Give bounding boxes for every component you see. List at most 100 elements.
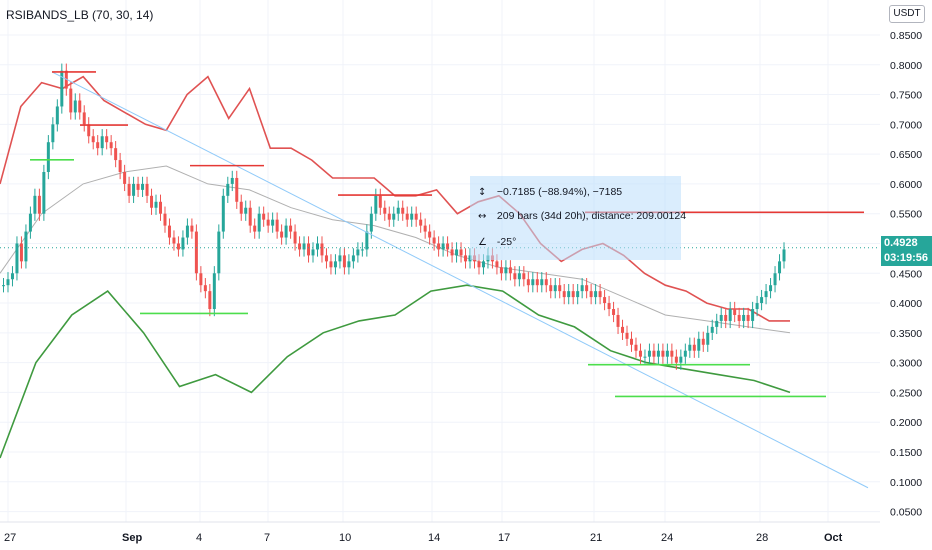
- y-tick-label: 0.5500: [890, 209, 922, 221]
- candle-body: [10, 273, 14, 280]
- candle-body: [508, 267, 512, 274]
- last-price-badge: 0.4928: [881, 236, 932, 251]
- candle-body: [159, 201, 162, 214]
- candle-body: [396, 207, 400, 214]
- candle-body: [728, 309, 732, 321]
- measure-price-change: −0.7185 (−88.94%), −7185: [496, 186, 623, 198]
- x-tick-label: 14: [428, 532, 440, 544]
- candle-body: [136, 183, 140, 190]
- candle-body: [652, 350, 656, 357]
- candle-body: [351, 255, 355, 262]
- candle-body: [96, 142, 100, 149]
- candle-body: [540, 279, 544, 286]
- candlesticks: [2, 63, 786, 370]
- horizontal-levels: [0, 71, 880, 489]
- candle-body: [612, 309, 616, 315]
- trend-line: [51, 71, 869, 489]
- candle-body: [621, 326, 625, 333]
- candle-body: [235, 177, 239, 202]
- candle-body: [571, 291, 575, 298]
- candle-body: [275, 219, 279, 232]
- candle-body: [665, 350, 669, 357]
- candle-body: [773, 273, 777, 286]
- candle-body: [674, 356, 678, 363]
- candle-body: [428, 231, 432, 238]
- candle-body: [132, 183, 136, 196]
- candle-body: [176, 243, 180, 250]
- candle-body: [284, 225, 288, 238]
- measure-angle-row: ∠ -25°: [478, 234, 516, 250]
- candle-body: [307, 243, 311, 256]
- candle-body: [437, 243, 441, 250]
- candle-body: [69, 88, 73, 113]
- candle-body: [647, 350, 651, 357]
- candle-body: [481, 261, 485, 268]
- candle-body: [410, 213, 414, 220]
- candle-body: [145, 183, 149, 196]
- candle-body: [701, 338, 705, 345]
- candle-body: [217, 231, 221, 274]
- candle-body: [526, 279, 530, 286]
- candle-body: [513, 273, 517, 280]
- candle-body: [504, 267, 508, 274]
- candle-body: [6, 279, 10, 286]
- candle-body: [91, 136, 95, 143]
- candle-body: [692, 344, 696, 351]
- candle-body: [737, 314, 741, 321]
- x-tick-label: 17: [498, 532, 510, 544]
- candle-body: [33, 195, 37, 214]
- middle-band-line: [0, 165, 791, 334]
- candle-body: [221, 195, 225, 232]
- candle-body: [499, 267, 503, 274]
- candle-body: [522, 273, 526, 280]
- candle-body: [163, 213, 167, 226]
- candle-body: [638, 350, 642, 357]
- candle-body: [374, 195, 378, 214]
- rsi-bands: [0, 75, 791, 459]
- candle-body: [733, 309, 737, 315]
- measure-angle: -25°: [496, 236, 517, 248]
- candle-body: [405, 213, 409, 220]
- candle-body: [683, 350, 687, 357]
- candle-body: [419, 219, 423, 226]
- candle-body: [477, 261, 481, 268]
- candle-body: [356, 249, 360, 256]
- candle-body: [688, 344, 692, 351]
- candle-body: [544, 279, 548, 286]
- candle-body: [719, 314, 723, 321]
- candle-body: [576, 291, 580, 298]
- candle-body: [46, 142, 50, 172]
- currency-badge[interactable]: USDT: [889, 5, 925, 23]
- countdown-badge: 03:19:56: [881, 251, 932, 266]
- candle-body: [365, 231, 369, 250]
- candle-body: [342, 255, 346, 268]
- candle-body: [123, 171, 127, 184]
- candle-body: [316, 243, 319, 250]
- candle-body: [262, 213, 266, 220]
- x-tick-label: 28: [756, 532, 768, 544]
- indicator-legend[interactable]: RSIBANDS_LB (70, 30, 14): [6, 8, 154, 22]
- candle-body: [464, 255, 468, 262]
- candle-body: [127, 183, 131, 196]
- candle-body: [724, 314, 728, 321]
- candle-body: [87, 124, 91, 137]
- y-tick-label: 0.6500: [890, 149, 922, 161]
- y-tick-label: 0.4500: [890, 268, 922, 280]
- candle-body: [531, 279, 535, 286]
- candle-body: [150, 195, 154, 208]
- candle-body: [15, 243, 19, 274]
- candle-body: [661, 350, 665, 357]
- y-tick-label: 0.1000: [890, 477, 922, 489]
- candle-body: [203, 285, 207, 292]
- candle-body: [42, 171, 46, 214]
- candle-body: [190, 225, 194, 232]
- candle-body: [324, 255, 328, 262]
- lower-band-line: [0, 284, 791, 459]
- y-tick-label: 0.1500: [890, 447, 922, 459]
- x-tick-label: 24: [661, 532, 673, 544]
- candle-body: [320, 243, 324, 256]
- candle-body: [329, 261, 333, 268]
- candle-body: [212, 273, 216, 310]
- candle-body: [19, 243, 23, 262]
